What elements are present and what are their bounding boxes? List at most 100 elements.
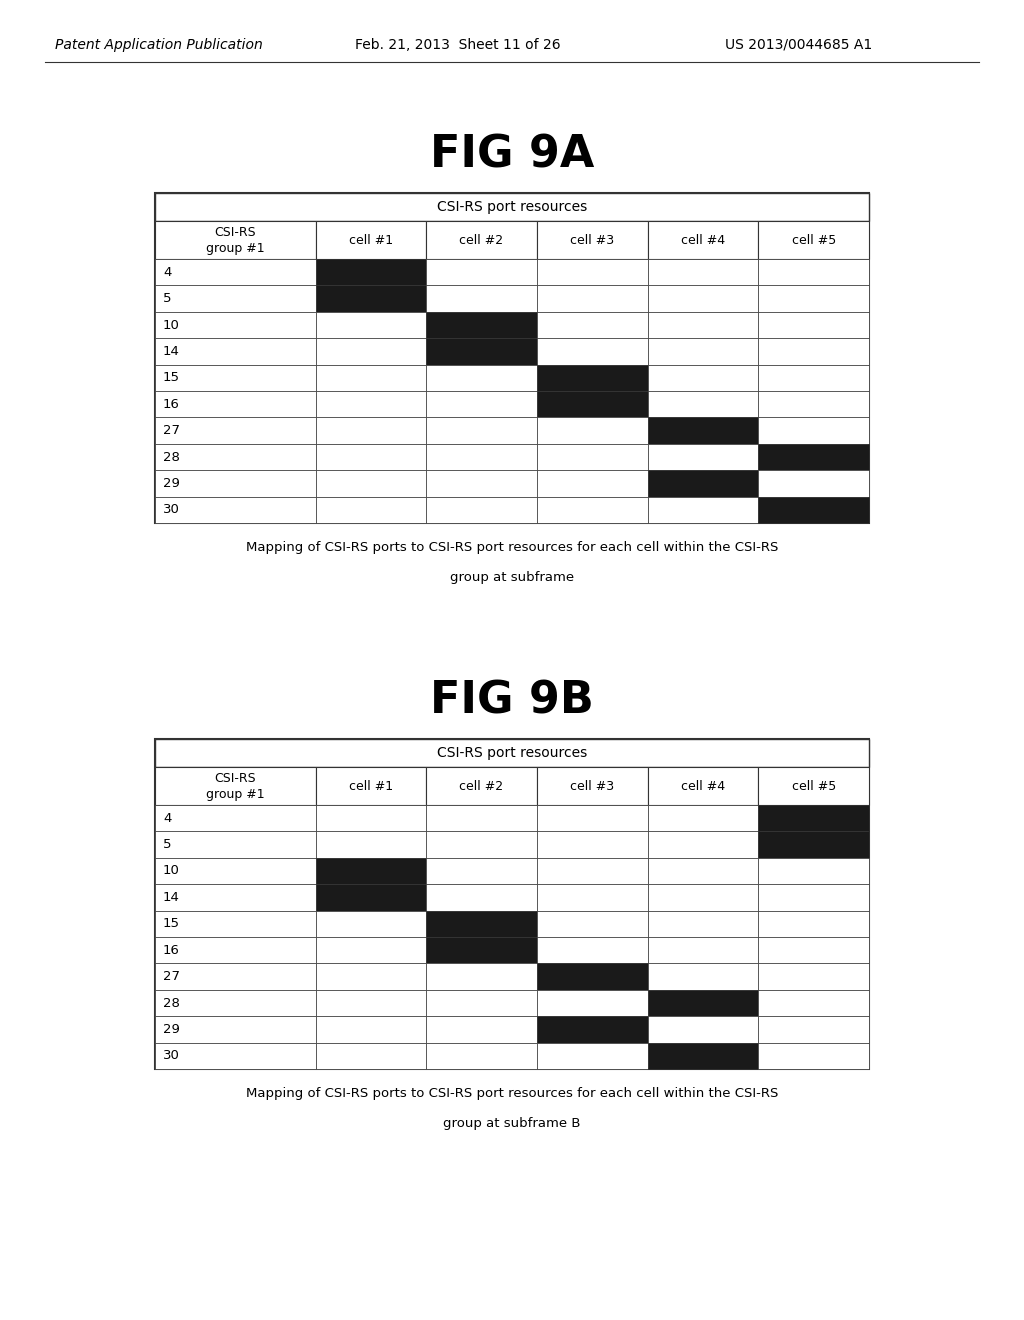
Bar (537, 858, 647, 884)
Bar (155, 739, 869, 767)
Text: Patent Application Publication: Patent Application Publication (55, 38, 263, 51)
Text: cell #2: cell #2 (460, 780, 504, 792)
Bar (426, 259, 537, 285)
Text: CSI-RS port resources: CSI-RS port resources (437, 201, 587, 214)
Bar (155, 259, 315, 285)
Bar (426, 990, 537, 1016)
Text: 4: 4 (163, 265, 171, 279)
Bar (155, 496, 315, 523)
Text: cell #4: cell #4 (681, 780, 725, 792)
Bar (426, 858, 537, 884)
Text: 28: 28 (163, 450, 180, 463)
Bar (315, 259, 426, 285)
Text: cell #1: cell #1 (349, 234, 393, 247)
Bar (759, 470, 869, 496)
Bar (759, 858, 869, 884)
Text: 14: 14 (163, 345, 180, 358)
Bar (759, 259, 869, 285)
Bar (315, 496, 426, 523)
Bar (647, 884, 759, 911)
Bar (647, 259, 759, 285)
Bar (315, 884, 426, 911)
Bar (315, 767, 426, 805)
Bar (647, 805, 759, 832)
Bar (155, 805, 315, 832)
Bar (315, 364, 426, 391)
Bar (537, 1016, 647, 1043)
Bar (426, 911, 537, 937)
Text: CSI-RS
group #1: CSI-RS group #1 (206, 771, 264, 800)
Bar (537, 338, 647, 364)
Bar (537, 312, 647, 338)
Bar (647, 990, 759, 1016)
Bar (155, 220, 315, 259)
Bar (315, 858, 426, 884)
Bar (426, 220, 537, 259)
Bar (647, 1016, 759, 1043)
Text: 16: 16 (163, 397, 180, 411)
Text: group at subframe: group at subframe (450, 572, 574, 583)
Bar (537, 805, 647, 832)
Bar (537, 964, 647, 990)
Bar (426, 312, 537, 338)
Bar (315, 312, 426, 338)
Bar (426, 767, 537, 805)
Bar (537, 937, 647, 964)
Text: Mapping of CSI-RS ports to CSI-RS port resources for each cell within the CSI-RS: Mapping of CSI-RS ports to CSI-RS port r… (246, 1086, 778, 1100)
Text: FIG 9B: FIG 9B (430, 680, 594, 722)
Text: group at subframe B: group at subframe B (443, 1117, 581, 1130)
Bar (537, 911, 647, 937)
Bar (759, 1043, 869, 1069)
Text: 10: 10 (163, 318, 180, 331)
Bar (647, 364, 759, 391)
Text: 15: 15 (163, 371, 180, 384)
Text: CSI-RS port resources: CSI-RS port resources (437, 746, 587, 760)
Bar (537, 220, 647, 259)
Bar (759, 832, 869, 858)
Bar (155, 444, 315, 470)
Bar (426, 391, 537, 417)
Bar (759, 767, 869, 805)
Text: 4: 4 (163, 812, 171, 825)
Bar (426, 937, 537, 964)
Text: 14: 14 (163, 891, 180, 904)
Text: cell #4: cell #4 (681, 234, 725, 247)
Bar (759, 805, 869, 832)
Bar (426, 884, 537, 911)
Bar (315, 220, 426, 259)
Text: cell #3: cell #3 (570, 234, 614, 247)
Bar (155, 417, 315, 444)
Bar (759, 338, 869, 364)
Bar (426, 364, 537, 391)
Bar (155, 312, 315, 338)
Bar (315, 990, 426, 1016)
Bar (759, 220, 869, 259)
Bar (155, 338, 315, 364)
Bar (426, 1043, 537, 1069)
Bar (155, 884, 315, 911)
Text: cell #5: cell #5 (792, 234, 836, 247)
Bar (759, 964, 869, 990)
Bar (426, 496, 537, 523)
Bar (155, 1016, 315, 1043)
Text: FIG 9A: FIG 9A (430, 133, 594, 177)
Text: Mapping of CSI-RS ports to CSI-RS port resources for each cell within the CSI-RS: Mapping of CSI-RS ports to CSI-RS port r… (246, 541, 778, 554)
Bar (155, 990, 315, 1016)
Bar (537, 990, 647, 1016)
Bar (537, 259, 647, 285)
Text: cell #5: cell #5 (792, 780, 836, 792)
Bar (155, 832, 315, 858)
Bar (155, 964, 315, 990)
Text: 5: 5 (163, 838, 171, 851)
Bar (426, 285, 537, 312)
Bar (647, 285, 759, 312)
Text: 27: 27 (163, 970, 180, 983)
Bar (647, 417, 759, 444)
Bar (647, 470, 759, 496)
Bar (537, 1043, 647, 1069)
Bar (155, 1043, 315, 1069)
Text: 15: 15 (163, 917, 180, 931)
Bar (315, 805, 426, 832)
Bar (647, 391, 759, 417)
Bar (647, 1043, 759, 1069)
